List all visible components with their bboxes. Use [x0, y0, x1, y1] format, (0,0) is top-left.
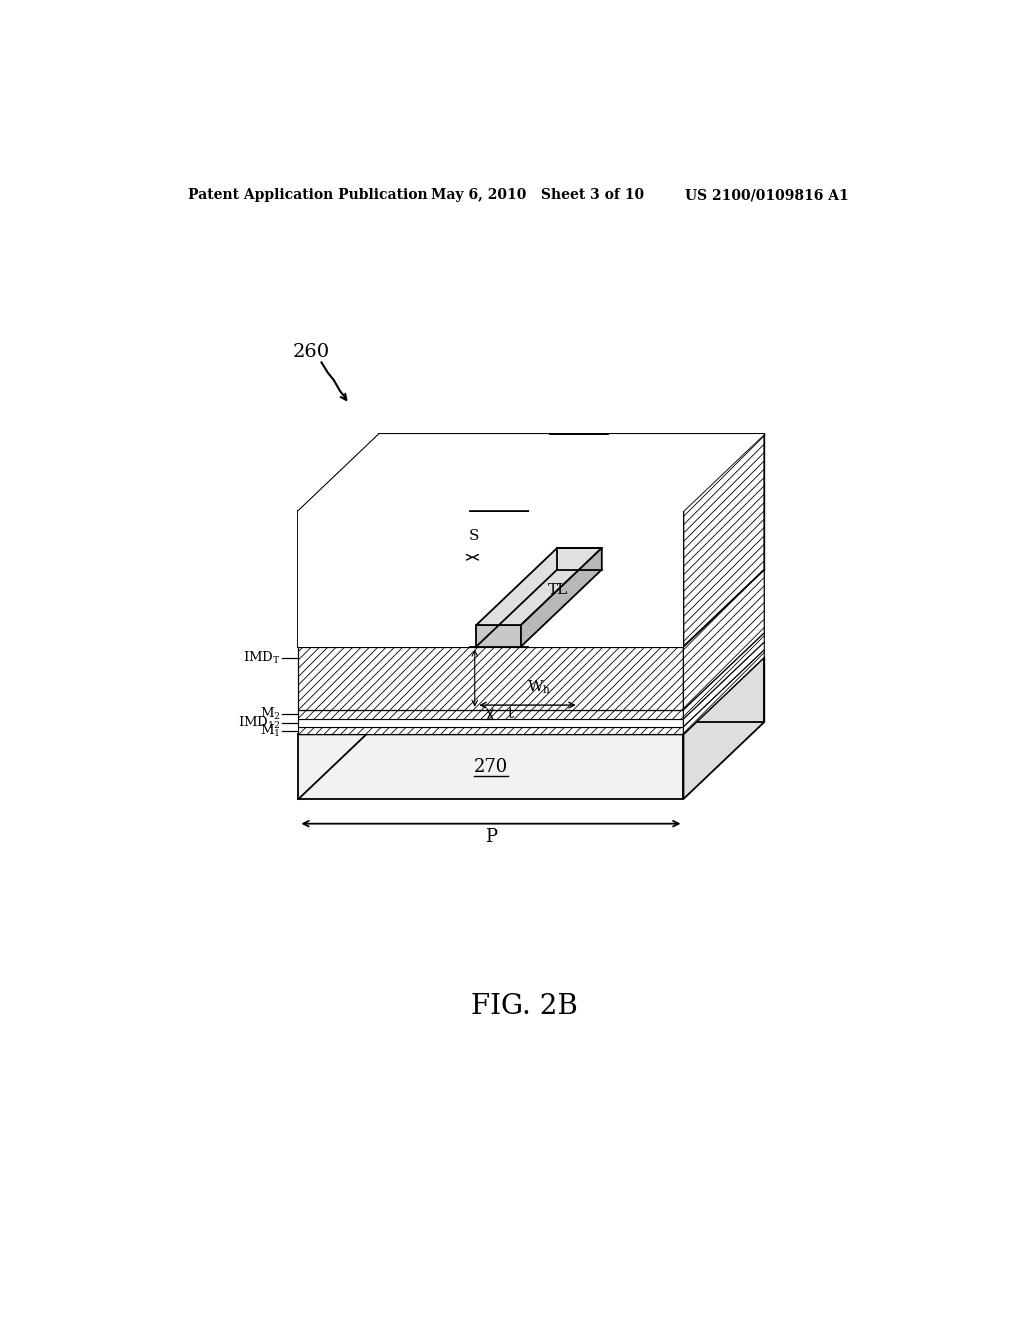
Polygon shape: [298, 632, 764, 710]
Polygon shape: [298, 434, 764, 511]
Polygon shape: [298, 719, 683, 726]
Polygon shape: [683, 657, 764, 799]
Text: 260: 260: [292, 343, 330, 362]
Polygon shape: [298, 511, 469, 647]
Text: 270: 270: [474, 758, 508, 776]
Polygon shape: [528, 434, 764, 511]
Text: t: t: [507, 708, 513, 721]
Polygon shape: [298, 726, 683, 734]
Polygon shape: [476, 626, 521, 647]
Polygon shape: [298, 657, 764, 734]
Text: May 6, 2010   Sheet 3 of 10: May 6, 2010 Sheet 3 of 10: [431, 189, 644, 202]
Text: US 2100/0109816 A1: US 2100/0109816 A1: [685, 189, 849, 202]
Text: $\mathregular{M_2}$: $\mathregular{M_2}$: [260, 706, 281, 722]
Polygon shape: [298, 434, 550, 511]
Text: $\mathregular{IMD_{12}}$: $\mathregular{IMD_{12}}$: [239, 714, 281, 731]
Text: $\mathregular{M_1}$: $\mathregular{M_1}$: [260, 722, 281, 739]
Polygon shape: [298, 642, 764, 719]
Polygon shape: [528, 511, 683, 647]
Text: P: P: [485, 829, 497, 846]
Text: S: S: [469, 529, 479, 544]
Polygon shape: [683, 632, 764, 719]
Polygon shape: [683, 434, 764, 647]
Polygon shape: [298, 647, 683, 710]
Text: $\mathregular{W_h}$: $\mathregular{W_h}$: [527, 678, 551, 696]
Polygon shape: [683, 570, 764, 710]
Text: Patent Application Publication: Patent Application Publication: [188, 189, 428, 202]
Polygon shape: [298, 649, 764, 726]
Polygon shape: [521, 548, 602, 647]
Polygon shape: [298, 511, 683, 647]
Polygon shape: [683, 642, 764, 726]
Polygon shape: [298, 710, 683, 719]
Polygon shape: [298, 734, 683, 799]
Polygon shape: [476, 548, 602, 626]
Text: TL: TL: [548, 583, 568, 598]
Text: $\mathregular{IMD_T}$: $\mathregular{IMD_T}$: [243, 649, 281, 667]
Polygon shape: [683, 649, 764, 734]
Text: FIG. 2B: FIG. 2B: [471, 994, 579, 1020]
